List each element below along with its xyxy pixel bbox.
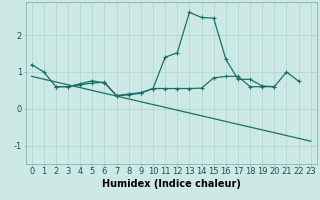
- X-axis label: Humidex (Indice chaleur): Humidex (Indice chaleur): [102, 179, 241, 189]
